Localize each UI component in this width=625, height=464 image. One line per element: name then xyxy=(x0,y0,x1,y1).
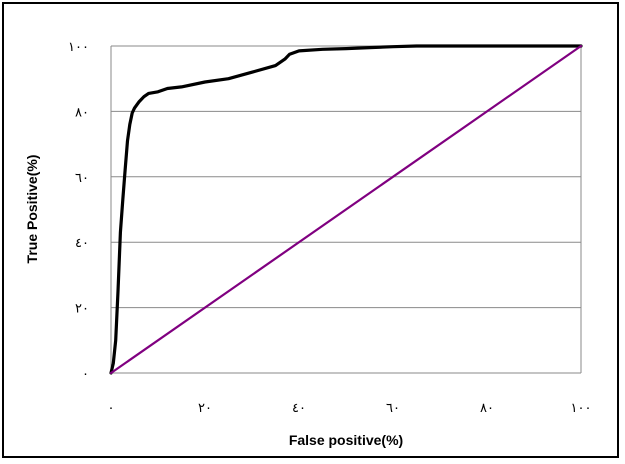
y-tick-label: ٤٠ xyxy=(75,236,89,251)
y-tick-label: ١٠٠ xyxy=(68,40,89,55)
x-tick-label: ١٠٠ xyxy=(571,401,592,416)
y-tick-label: ٦٠ xyxy=(75,171,89,186)
x-tick-label: ٤٠ xyxy=(292,401,306,416)
y-tick-label: ٨٠ xyxy=(75,105,89,120)
y-tick-label: ٢٠ xyxy=(75,302,89,317)
x-tick-label: ٦٠ xyxy=(386,401,400,416)
y-axis-label: True Positive(%) xyxy=(24,155,40,264)
series-group xyxy=(109,44,583,375)
x-tick-label: ٠ xyxy=(108,401,115,416)
roc-curve-line xyxy=(109,44,583,375)
x-tick-label: ٨٠ xyxy=(480,401,494,416)
x-tick-labels: ٠ ٢٠ ٤٠ ٦٠ ٨٠ ١٠٠ xyxy=(108,401,592,416)
diagonal-reference-line xyxy=(109,44,583,375)
y-tick-label: ٠ xyxy=(82,367,89,382)
x-tick-label: ٢٠ xyxy=(198,401,212,416)
x-axis-label: False positive(%) xyxy=(289,432,403,448)
chart-frame xyxy=(2,2,619,458)
plot-area xyxy=(110,46,582,373)
y-tick-labels: ٠ ٢٠ ٤٠ ٦٠ ٨٠ ١٠٠ xyxy=(68,40,89,382)
